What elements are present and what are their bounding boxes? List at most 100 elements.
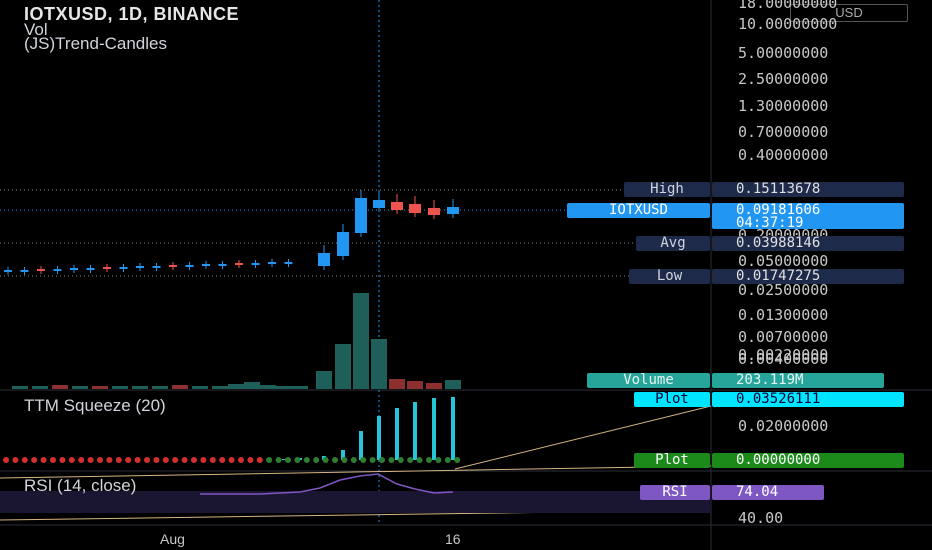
squeeze-dot <box>115 457 122 463</box>
squeeze-dot <box>369 457 376 463</box>
rsi-title[interactable]: RSI (14, close) <box>24 476 137 495</box>
squeeze-dot <box>3 457 9 463</box>
squeeze-dot <box>125 457 132 463</box>
squeeze-bar <box>341 450 345 460</box>
volume-bar <box>172 385 188 389</box>
squeeze-dot <box>397 457 404 463</box>
volume-indicator-label[interactable]: Vol <box>24 20 48 39</box>
price-axis-tick: 0.01300000 <box>738 306 829 324</box>
squeeze-dot <box>426 457 432 463</box>
price-axis-tick: 5.00000000 <box>738 44 829 62</box>
squeeze-bar <box>377 416 381 460</box>
candle-body <box>86 268 95 270</box>
squeeze-dot <box>78 457 85 463</box>
squeeze-dot <box>162 457 169 463</box>
squeeze-dot <box>68 457 75 463</box>
squeeze-dot <box>87 457 94 463</box>
candle-body <box>218 264 227 266</box>
candle-body <box>70 268 78 270</box>
candle-body <box>391 202 403 210</box>
volume-bar <box>212 386 228 389</box>
squeeze-bar <box>451 397 455 460</box>
price-axis-tick: 18.00000000 <box>738 0 838 12</box>
squeeze-dot <box>416 457 423 463</box>
volume-tag-label: Volume <box>587 373 710 388</box>
volume-bar <box>316 371 332 389</box>
trend-candles-indicator-label[interactable]: (JS)Trend-Candles <box>24 34 167 53</box>
squeeze-plot2-value: 0.00000000 <box>712 453 904 468</box>
squeeze-dot <box>228 457 235 463</box>
squeeze-dot <box>200 457 207 463</box>
candle-body <box>428 208 440 215</box>
volume-bar <box>52 385 68 389</box>
volume-bar <box>244 382 260 389</box>
squeeze-dot <box>313 457 320 463</box>
squeeze-dot <box>153 457 160 463</box>
squeeze-axis-tick: 0.02000000 <box>738 417 829 435</box>
trend-line <box>0 465 712 479</box>
squeeze-dot <box>40 457 47 463</box>
volume-bar <box>335 344 351 389</box>
squeeze-bar <box>282 459 286 460</box>
volume-bar <box>72 386 88 389</box>
bar-countdown: 04:37:19 <box>736 215 804 231</box>
squeeze-dot <box>238 457 244 463</box>
squeeze-dot <box>388 457 395 463</box>
candle-body <box>337 232 349 256</box>
price-axis-tick: 2.50000000 <box>738 70 829 88</box>
candle-body <box>409 204 421 213</box>
squeeze-dot <box>332 457 338 463</box>
price-axis-tick: 0.00700000 <box>738 328 829 346</box>
rsi-line <box>200 473 454 495</box>
squeeze-dot <box>106 457 113 463</box>
volume-bar <box>112 386 128 389</box>
squeeze-dot <box>21 457 28 463</box>
candle-body <box>4 270 12 272</box>
symbol-title[interactable]: IOTXUSD, 1D, BINANCE <box>24 4 240 24</box>
candle-body <box>119 267 128 269</box>
rsi-band <box>0 491 711 513</box>
price-axis-tick: 0.70000000 <box>738 123 829 141</box>
volume-bar <box>445 380 461 389</box>
squeeze-dot <box>285 457 291 463</box>
squeeze-plot2-label: Plot <box>634 453 710 468</box>
volume-bar <box>92 386 108 389</box>
volume-tag-value: 203.119M <box>712 373 884 388</box>
last-price-tag: 0.09181606 04:37:19 <box>712 202 904 231</box>
volume-bar <box>132 386 148 389</box>
volume-bar <box>371 339 387 389</box>
squeeze-dot <box>144 457 150 463</box>
candle-body <box>152 266 161 268</box>
squeeze-dot <box>181 457 188 463</box>
squeeze-dot <box>219 457 226 463</box>
ttm-squeeze-title[interactable]: TTM Squeeze (20) <box>24 396 166 415</box>
candle-body <box>169 265 177 267</box>
rsi-tag-label: RSI <box>640 485 710 500</box>
time-label-16: 16 <box>445 531 461 547</box>
avg-tag-value: 0.03988146 <box>712 236 904 251</box>
volume-bar <box>276 386 292 389</box>
volume-bar <box>32 386 48 389</box>
rsi-axis-tick: 40.00 <box>738 509 784 527</box>
squeeze-dot <box>303 457 310 463</box>
squeeze-dot <box>31 457 38 463</box>
volume-bar <box>407 381 423 389</box>
currency-label[interactable]: USD <box>790 4 908 22</box>
candle-body <box>251 263 260 265</box>
squeeze-dot <box>275 457 282 463</box>
squeeze-dot <box>454 457 461 463</box>
volume-bar <box>426 383 442 389</box>
squeeze-dot <box>341 457 348 463</box>
squeeze-plot1-value: 0.03526111 <box>712 392 904 407</box>
volume-bar <box>353 293 369 389</box>
volume-bar <box>192 386 208 389</box>
candle-body <box>373 200 385 208</box>
squeeze-dot <box>50 457 56 463</box>
candle-body <box>103 267 111 269</box>
volume-bar <box>12 386 28 389</box>
squeeze-dot <box>350 457 357 463</box>
candle-body <box>284 262 293 264</box>
squeeze-plot1-label: Plot <box>634 392 710 407</box>
last-price-value: 0.09181606 <box>736 202 821 218</box>
